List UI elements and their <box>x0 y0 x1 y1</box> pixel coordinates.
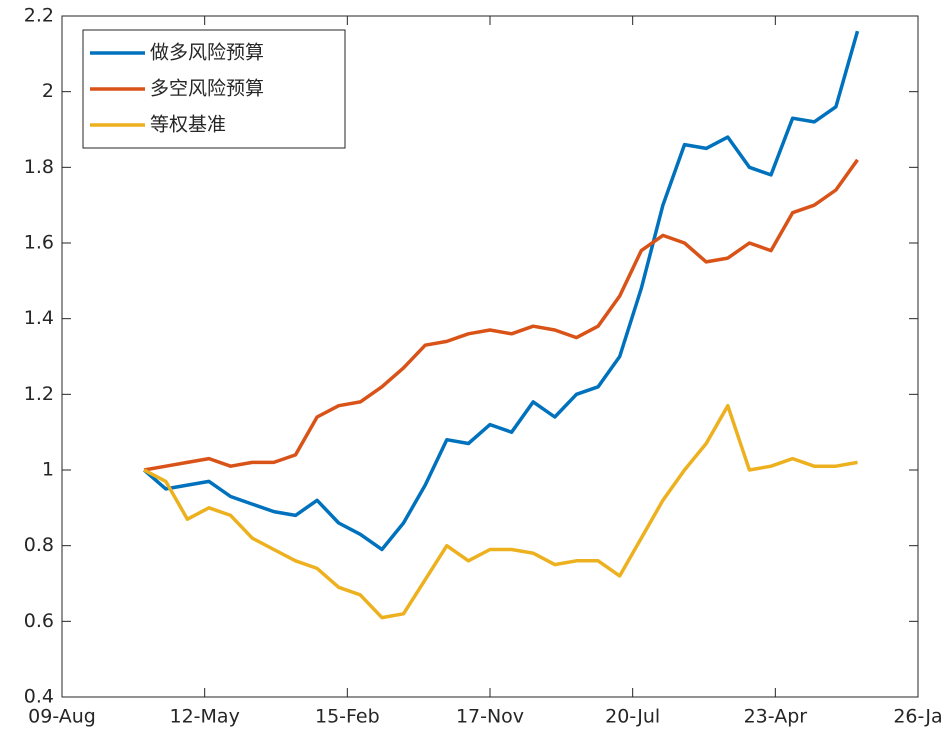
y-tick-label: 0.8 <box>24 534 54 556</box>
y-tick-label: 2 <box>42 80 54 102</box>
legend-label: 做多风险预算 <box>150 42 264 64</box>
y-tick-label: 0.4 <box>24 686 54 708</box>
y-tick-label: 2.2 <box>24 5 54 27</box>
y-tick-label: 1.8 <box>24 156 54 178</box>
legend-label: 等权基准 <box>150 114 226 136</box>
x-tick-label: 17-Nov <box>456 706 524 728</box>
y-tick-label: 0.6 <box>24 610 54 632</box>
series-line <box>143 158 859 472</box>
x-tick-label: 26-Ja <box>893 706 942 728</box>
y-tick-label: 1.6 <box>24 232 54 254</box>
y-tick-label: 1.2 <box>24 383 54 405</box>
y-tick-label: 1.4 <box>24 307 54 329</box>
x-tick-label: 12-May <box>170 706 240 728</box>
x-tick-label: 09-Aug <box>28 706 96 728</box>
series-line <box>142 30 860 552</box>
x-tick-label: 23-Apr <box>744 706 808 728</box>
x-tick-label: 20-Jul <box>605 706 660 728</box>
y-tick-label: 1 <box>42 459 54 481</box>
legend-label: 多空风险预算 <box>150 78 264 100</box>
x-tick-label: 15-Feb <box>315 706 380 728</box>
series-line <box>143 403 858 620</box>
